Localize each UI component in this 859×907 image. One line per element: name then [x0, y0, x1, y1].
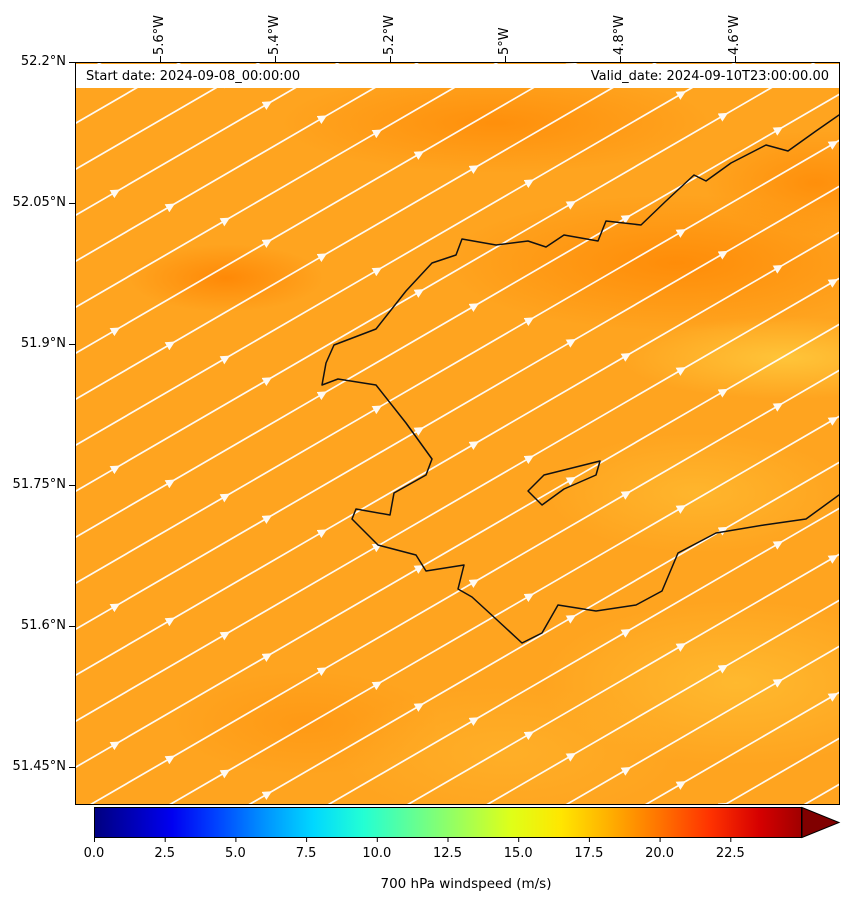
- streamline-group: [76, 63, 839, 804]
- lat-tick-label: 52.05°N: [12, 195, 66, 210]
- colorbar-tick-label: 5.0: [225, 846, 246, 861]
- annotation-strip: Start date: 2024-09-08_00:00:00 Valid_da…: [76, 64, 839, 88]
- start-date-label: Start date: 2024-09-08_00:00:00: [86, 68, 301, 84]
- coastline-path: [321, 114, 839, 644]
- colorbar-tick-label: 20.0: [645, 846, 675, 861]
- coastline-svg: [321, 114, 839, 644]
- lat-tick-mark: [69, 62, 75, 63]
- colorbar-tick-label: 17.5: [574, 846, 604, 861]
- colorbar-tick-label: 7.5: [295, 846, 317, 861]
- colorbar-tick-label: 15.0: [503, 846, 533, 861]
- lon-tick-label: 4.6°W: [727, 14, 742, 55]
- valid-date-label: Valid_date: 2024-09-10T23:00:00.00: [590, 68, 829, 84]
- lat-tick-mark: [69, 344, 75, 345]
- colorbar: [94, 806, 841, 842]
- lat-tick-mark: [69, 203, 75, 204]
- lat-tick-label: 51.6°N: [20, 618, 66, 633]
- colorbar-tick-label: 10.0: [362, 846, 392, 861]
- lat-tick-mark: [69, 767, 75, 768]
- colorbar-extend-arrow-icon: [801, 806, 841, 839]
- colorbar-tick-label: 12.5: [433, 846, 462, 861]
- colorbar-axis-label: 700 hPa windspeed (m/s): [380, 876, 552, 892]
- coastline-inlet-path: [527, 460, 601, 506]
- lon-tick-mark: [735, 56, 736, 62]
- lon-tick-label: 5.4°W: [267, 14, 282, 55]
- lon-tick-mark: [390, 56, 391, 62]
- lon-tick-label: 5.2°W: [382, 14, 397, 55]
- lon-tick-mark: [620, 56, 621, 62]
- lat-tick-label: 51.75°N: [12, 477, 66, 492]
- colorbar-tick-label: 22.5: [715, 846, 745, 861]
- lat-tick-mark: [69, 626, 75, 627]
- colorbar-gradient: [94, 807, 802, 838]
- colorbar-tick-label: 0.0: [83, 846, 105, 861]
- lat-tick-mark: [69, 485, 75, 486]
- lat-tick-label: 51.9°N: [20, 336, 66, 351]
- colorbar-tick-label: 2.5: [154, 846, 176, 861]
- lon-tick-label: 5.6°W: [152, 14, 167, 55]
- lon-tick-mark: [505, 56, 506, 62]
- lon-tick-label: 5°W: [497, 27, 512, 55]
- map-plot: Start date: 2024-09-08_00:00:00 Valid_da…: [75, 62, 840, 805]
- lon-tick-mark: [160, 56, 161, 62]
- lon-tick-mark: [275, 56, 276, 62]
- lon-tick-label: 4.8°W: [612, 14, 627, 55]
- lat-tick-label: 51.45°N: [12, 759, 66, 774]
- streamlines-svg: [76, 63, 839, 804]
- colorbar-tick-marks: [94, 837, 732, 842]
- lat-tick-label: 52.2°N: [20, 54, 66, 69]
